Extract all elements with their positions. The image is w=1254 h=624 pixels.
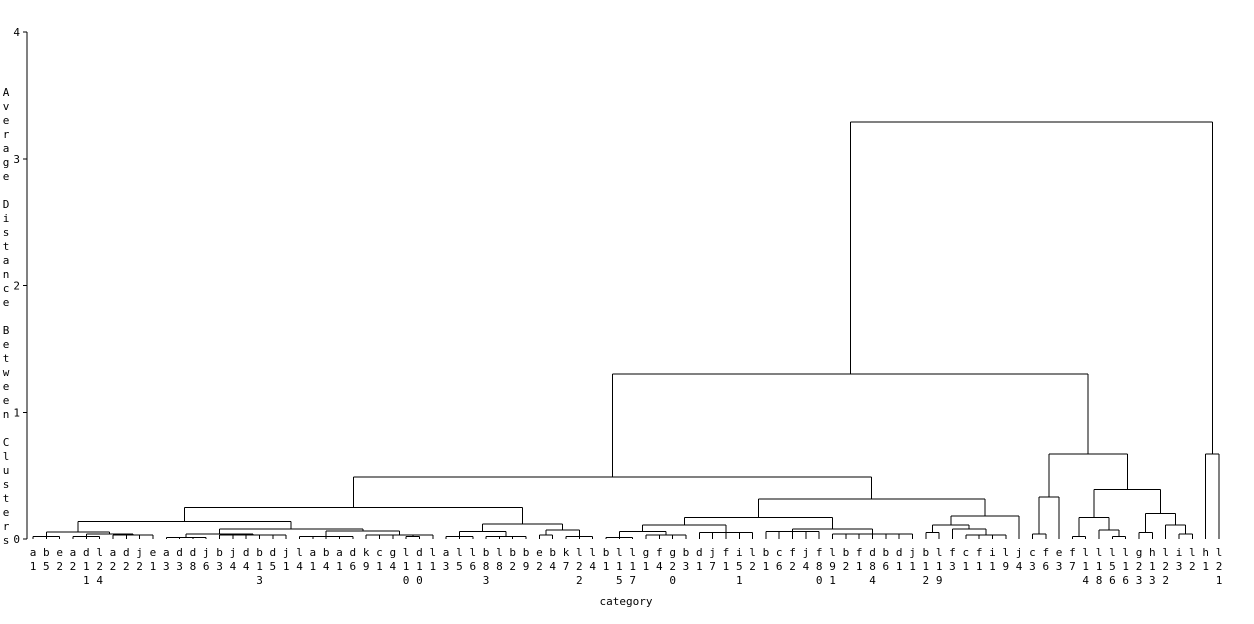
leaf-label: b2 — [506, 546, 519, 574]
leaf-label: l2 — [746, 546, 759, 574]
leaf-label: l21 — [1213, 546, 1226, 588]
leaf-label: j4 — [799, 546, 812, 574]
leaf-label: d8 — [186, 546, 199, 574]
leaf-label: d1 — [693, 546, 706, 574]
leaf-label: b12 — [919, 546, 932, 588]
leaf-label: a1 — [333, 546, 346, 574]
leaf-label: l17 — [626, 546, 639, 588]
leaf-label: d6 — [346, 546, 359, 574]
leaf-label: b1 — [759, 546, 772, 574]
leaf-label: l4 — [586, 546, 599, 574]
leaf-label: b3 — [679, 546, 692, 574]
leaf-label: a2 — [66, 546, 79, 574]
leaf-label: d10 — [413, 546, 426, 588]
leaf-label: f3 — [946, 546, 959, 574]
leaf-label: j6 — [200, 546, 213, 574]
leaf-label: f1 — [853, 546, 866, 574]
leaf-label: c1 — [373, 546, 386, 574]
leaf-label: d2 — [120, 546, 133, 574]
leaf-label: k9 — [360, 546, 373, 574]
leaf-label: l2 — [1186, 546, 1199, 574]
leaf-label: l16 — [1119, 546, 1132, 588]
leaf-label: i1 — [986, 546, 999, 574]
leaf-label: l22 — [1159, 546, 1172, 588]
leaf-label: l1 — [426, 546, 439, 574]
leaf-label: d11 — [80, 546, 93, 588]
y-tick-label: 2 — [13, 280, 20, 293]
leaf-label: a3 — [440, 546, 453, 574]
leaf-label: f80 — [813, 546, 826, 588]
leaf-label: d84 — [866, 546, 879, 588]
leaf-label: l5 — [453, 546, 466, 574]
leaf-label: e2 — [533, 546, 546, 574]
leaf-label: a1 — [27, 546, 40, 574]
leaf-label: l10 — [400, 546, 413, 588]
leaf-label: b4 — [546, 546, 559, 574]
leaf-label: l15 — [613, 546, 626, 588]
leaf-label: l9 — [999, 546, 1012, 574]
leaf-label: j4 — [226, 546, 239, 574]
leaf-label: l19 — [933, 546, 946, 588]
leaf-label: b9 — [520, 546, 533, 574]
leaf-label: e1 — [146, 546, 159, 574]
leaf-label: g23 — [1133, 546, 1146, 588]
leaf-label: g20 — [666, 546, 679, 588]
leaf-label: h13 — [1146, 546, 1159, 588]
leaf-label: l22 — [573, 546, 586, 588]
leaf-label: l6 — [466, 546, 479, 574]
leaf-label: i51 — [733, 546, 746, 588]
leaf-label: f1 — [719, 546, 732, 574]
leaf-label: i3 — [1173, 546, 1186, 574]
leaf-label: b3 — [213, 546, 226, 574]
leaf-label: b4 — [320, 546, 333, 574]
x-axis-label: category — [600, 595, 653, 608]
y-tick-label: 1 — [13, 406, 20, 419]
leaf-label: a1 — [306, 546, 319, 574]
y-axis-label: Average Distance Between Clusters — [0, 86, 13, 548]
leaf-label: b5 — [40, 546, 53, 574]
leaf-label: a2 — [106, 546, 119, 574]
leaf-label: f1 — [973, 546, 986, 574]
leaf-label: d5 — [266, 546, 279, 574]
leaf-label: f6 — [1039, 546, 1052, 574]
leaf-label: j7 — [706, 546, 719, 574]
leaf-label: a3 — [160, 546, 173, 574]
leaf-label: b2 — [839, 546, 852, 574]
leaf-label: f4 — [653, 546, 666, 574]
y-tick-label: 4 — [13, 26, 20, 39]
leaf-label: c1 — [959, 546, 972, 574]
leaf-label: b1 — [600, 546, 613, 574]
leaf-label: l4 — [293, 546, 306, 574]
leaf-label: e3 — [1053, 546, 1066, 574]
leaf-label: j1 — [906, 546, 919, 574]
leaf-label: f7 — [1066, 546, 1079, 574]
leaf-label: g1 — [639, 546, 652, 574]
leaf-label: k7 — [560, 546, 573, 574]
leaf-label: l8 — [493, 546, 506, 574]
leaf-label: b13 — [253, 546, 266, 588]
y-tick-label: 0 — [13, 533, 20, 546]
leaf-label: f2 — [786, 546, 799, 574]
leaf-label: j4 — [1013, 546, 1026, 574]
leaf-label: l24 — [93, 546, 106, 588]
leaf-label: l18 — [1093, 546, 1106, 588]
leaf-label: c3 — [1026, 546, 1039, 574]
leaf-label: l91 — [826, 546, 839, 588]
leaf-label: e2 — [53, 546, 66, 574]
leaf-label: b83 — [480, 546, 493, 588]
leaf-label: c6 — [773, 546, 786, 574]
leaf-label: j2 — [133, 546, 146, 574]
leaf-label: d3 — [173, 546, 186, 574]
leaf-label: b6 — [879, 546, 892, 574]
leaf-label: j1 — [280, 546, 293, 574]
leaf-label: g4 — [386, 546, 399, 574]
leaf-label: h1 — [1199, 546, 1212, 574]
leaf-label: d4 — [240, 546, 253, 574]
leaf-label: l56 — [1106, 546, 1119, 588]
y-tick-label: 3 — [13, 153, 20, 166]
leaf-label: d1 — [893, 546, 906, 574]
leaf-label: l14 — [1079, 546, 1092, 588]
